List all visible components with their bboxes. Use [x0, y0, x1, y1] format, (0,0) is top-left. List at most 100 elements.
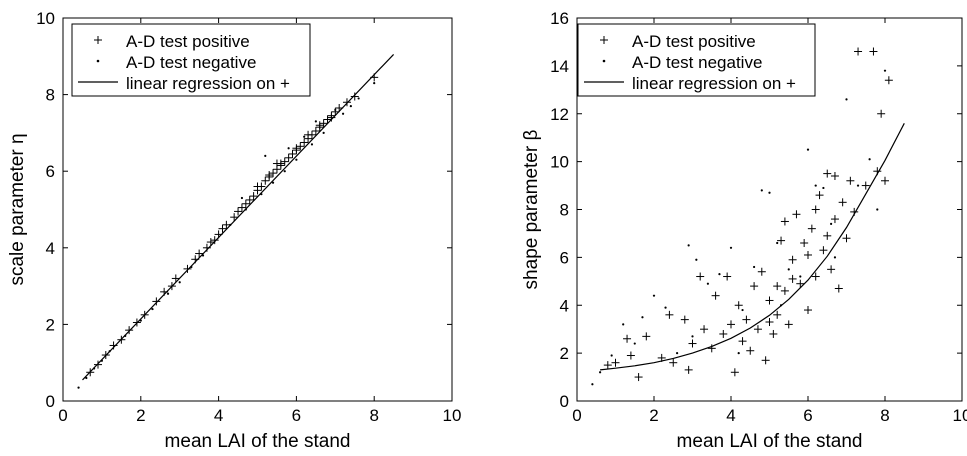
- chart-1-positive-point: [734, 301, 743, 310]
- chart-1-positive-point: [784, 320, 793, 329]
- chart-1-negative-point: [706, 282, 710, 285]
- chart-0-x-axis-label: mean LAI of the stand: [165, 431, 351, 452]
- chart-1-positive-point: [846, 176, 855, 185]
- chart-1-legend-entry: linear regression on +: [632, 74, 796, 93]
- chart-0-negative-point: [334, 108, 337, 112]
- chart-0-legend-entry: A-D test positive: [126, 32, 250, 51]
- chart-0-negative-point: [264, 154, 267, 157]
- chart-0-negative-point: [240, 196, 244, 200]
- chart-1-positive-point: [830, 171, 839, 180]
- chart-1-negative-point: [691, 335, 694, 338]
- chart-1-positive-point: [788, 274, 797, 283]
- chart-0-positive-point: [109, 341, 118, 350]
- chart-0-positive-point: [132, 318, 141, 327]
- chart-1-positive-point: [823, 231, 832, 240]
- chart-0-negative-point: [271, 181, 275, 184]
- chart-1-positive-point: [711, 291, 720, 300]
- chart-1-positive-point: [642, 332, 651, 341]
- chart-1-positive-point: [873, 167, 882, 176]
- chart-1-positive-point: [850, 207, 859, 216]
- chart-1-positive-point: [811, 205, 820, 214]
- chart-0-positive-point: [152, 297, 161, 306]
- chart-1-positive-point: [792, 210, 801, 219]
- chart-1-negative-point: [664, 306, 667, 309]
- chart-0-y-tick-label: 8: [46, 86, 55, 105]
- chart-1-positive-point: [765, 296, 774, 305]
- chart-1-positive-point: [634, 373, 643, 382]
- chart-1-negative-point: [591, 383, 594, 386]
- chart-1-positive-point: [877, 109, 886, 118]
- chart-1-legend-plus-symbol: [600, 36, 608, 44]
- chart-1-negative-point: [799, 275, 802, 278]
- chart-1-y-tick-label: 12: [550, 105, 569, 124]
- chart-1-negative-point: [876, 208, 879, 211]
- chart-1-negative-point: [633, 342, 636, 345]
- chart-0-y-tick-label: 0: [46, 392, 55, 411]
- chart-0-x-tick-label: 4: [214, 406, 223, 425]
- chart-1-positive-point: [761, 356, 770, 365]
- chart-1-positive-point: [688, 339, 697, 348]
- chart-1-negative-point: [622, 323, 625, 326]
- chart-1-positive-point: [753, 325, 762, 334]
- chart-1-y-tick-label: 2: [560, 344, 569, 363]
- chart-0-x-tick-label: 10: [443, 406, 462, 425]
- chart-0-frame: [62, 17, 453, 402]
- chart-1-positive-point: [769, 329, 778, 338]
- chart-0-positive-point: [117, 335, 126, 344]
- chart-0-positive-point: [234, 207, 243, 216]
- chart-1-positive-point: [804, 250, 812, 259]
- chart-0-positive-point: [323, 115, 332, 124]
- chart-1-positive-point: [834, 284, 843, 293]
- chart-0-positive-point: [280, 157, 289, 166]
- chart-0-negative-point: [314, 120, 317, 123]
- chart-1-negative-point: [737, 352, 740, 355]
- chart-0-negative-point: [108, 350, 111, 353]
- chart-0-positive-point: [253, 182, 262, 191]
- chart-0-positive-point: [183, 264, 192, 273]
- chart-0-positive-point: [167, 282, 176, 291]
- chart-1-positive-point: [730, 368, 739, 377]
- chart-0-negative-point: [77, 386, 80, 389]
- chart-1-x-tick-label: 10: [953, 406, 967, 425]
- chart-1-positive-point: [780, 286, 789, 295]
- shape-parameter-plot: 0 2 4 6 8 10 0 2 4 6 8 10 12 14 16 mean LAI of the stan…: [521, 9, 967, 452]
- chart-1-negative-point: [687, 244, 690, 247]
- chart-1-y-tick-label: 4: [560, 296, 569, 315]
- chart-0-negative-point: [303, 135, 306, 138]
- chart-0-negative-point: [295, 158, 298, 161]
- chart-0-negative-point: [100, 359, 103, 362]
- chart-1-positive-point: [626, 351, 635, 360]
- chart-0-negative-point: [283, 170, 286, 173]
- chart-0-x-tick-label: 8: [369, 406, 378, 425]
- chart-1-negative-point: [868, 158, 871, 161]
- chart-0-positive-point: [269, 169, 278, 178]
- chart-0-negative-point: [373, 82, 376, 85]
- chart-1-positive-point: [884, 76, 893, 85]
- chart-0-positive-point: [125, 326, 134, 335]
- chart-1-positive-point: [788, 255, 797, 264]
- chart-0-positive-point: [171, 274, 180, 283]
- chart-0-positive-point: [272, 159, 281, 168]
- chart-1-positive-point: [680, 315, 689, 324]
- chart-1-positive-point: [838, 198, 847, 207]
- chart-1-y-tick-label: 8: [560, 201, 569, 220]
- chart-0-x-tick-label: 0: [58, 406, 67, 425]
- chart-1-positive-point: [623, 334, 632, 343]
- chart-0-negative-point: [357, 97, 360, 100]
- chart-0-x-tick-label: 2: [136, 406, 145, 425]
- chart-1-legend-dot-symbol: [602, 59, 606, 63]
- chart-1-negative-point: [760, 189, 763, 192]
- chart-0-positive-point: [304, 130, 313, 139]
- chart-1-positive-point: [823, 169, 832, 178]
- chart-0-positive-point: [86, 368, 95, 377]
- chart-1-negative-point: [676, 352, 679, 355]
- chart-1-positive-point: [777, 236, 786, 245]
- chart-1-positive-point: [819, 246, 828, 255]
- chart-0-positive-point: [327, 113, 336, 122]
- chart-0-y-tick-label: 10: [36, 9, 55, 28]
- chart-0-y-axis-label: scale parameter η: [7, 133, 28, 285]
- chart-1-negative-point: [768, 191, 771, 194]
- chart-0-negative-point: [151, 307, 154, 311]
- chart-1-positive-point: [742, 315, 751, 324]
- chart-0-negative-point: [287, 147, 290, 150]
